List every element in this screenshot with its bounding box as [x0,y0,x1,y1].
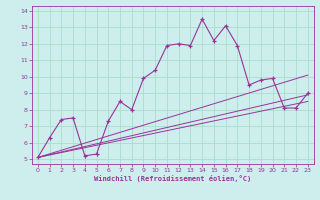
X-axis label: Windchill (Refroidissement éolien,°C): Windchill (Refroidissement éolien,°C) [94,175,252,182]
